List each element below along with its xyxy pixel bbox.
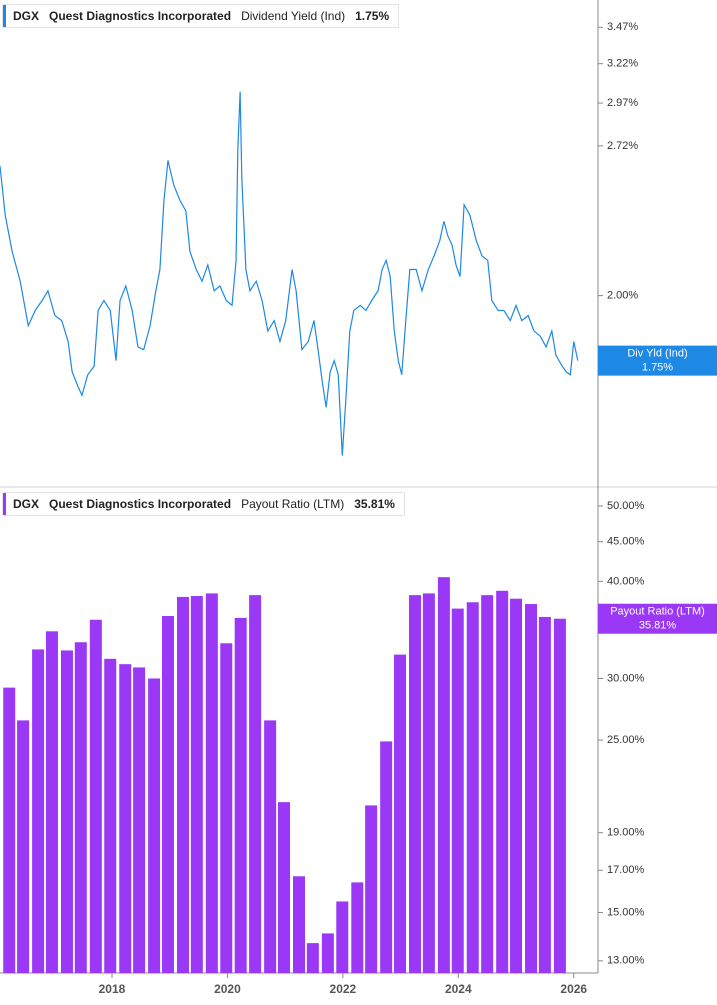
bar: [74, 642, 87, 973]
y-tick-label: 40.00%: [607, 575, 645, 587]
last-value-label: 35.81%: [639, 620, 677, 632]
header: DGX Quest Diagnostics Incorporated Payou…: [2, 492, 405, 516]
x-tick-label: 2024: [445, 982, 472, 996]
bar: [190, 596, 203, 973]
metric: Dividend Yield (Ind): [241, 9, 346, 23]
bar: [496, 590, 509, 973]
bar: [422, 593, 435, 973]
bar: [119, 664, 132, 973]
bar: [234, 617, 247, 973]
metric: Payout Ratio (LTM): [241, 497, 345, 511]
bar: [60, 650, 73, 973]
bar: [249, 595, 262, 973]
bar: [176, 596, 189, 973]
bar: [45, 631, 58, 973]
bar: [365, 805, 378, 973]
bar: [409, 595, 422, 973]
bar: [133, 667, 146, 973]
bar: [321, 933, 334, 973]
bar: [336, 901, 349, 973]
bar: [104, 658, 117, 973]
bar: [351, 882, 364, 973]
ticker: DGX: [13, 9, 40, 23]
bar: [553, 618, 566, 973]
x-tick-label: 2026: [560, 982, 587, 996]
bar: [510, 598, 523, 973]
bar: [466, 602, 479, 973]
bar: [277, 802, 290, 973]
bar: [264, 720, 277, 973]
last-value: 35.81%: [354, 497, 395, 511]
bar: [17, 720, 30, 973]
bar: [161, 616, 174, 973]
ticker: DGX: [13, 497, 40, 511]
y-tick-label: 45.00%: [607, 536, 645, 548]
header-strip: [3, 5, 6, 27]
company: Quest Diagnostics Incorporated: [49, 497, 232, 511]
header-strip: [3, 493, 6, 515]
y-tick-label: 3.22%: [607, 58, 638, 70]
y-tick-label: 25.00%: [607, 734, 645, 746]
y-tick-label: 30.00%: [607, 672, 645, 684]
last-value-name: Div Yld (Ind): [627, 348, 687, 360]
bar: [538, 616, 551, 973]
bar: [394, 654, 407, 973]
bar: [205, 593, 218, 973]
last-value-box: [598, 345, 717, 376]
y-tick-label: 3.47%: [607, 21, 638, 33]
bar: [148, 678, 161, 973]
bar: [306, 943, 319, 973]
bar: [437, 577, 450, 973]
y-tick-label: 15.00%: [607, 906, 645, 918]
plot-area: [0, 91, 579, 456]
y-tick-label: 50.00%: [607, 500, 645, 512]
bar: [481, 595, 494, 973]
bar: [380, 741, 393, 973]
last-value-label: 1.75%: [642, 362, 673, 374]
last-value-box: [598, 603, 717, 634]
bar: [525, 604, 538, 973]
y-tick-label: 2.00%: [607, 290, 638, 302]
last-value: 1.75%: [355, 9, 390, 23]
bar: [293, 876, 305, 973]
y-tick-label: 17.00%: [607, 864, 645, 876]
x-tick-label: 2020: [214, 982, 241, 996]
company: Quest Diagnostics Incorporated: [49, 9, 232, 23]
x-tick-label: 2018: [99, 982, 126, 996]
plot-area: [3, 577, 566, 973]
bar: [3, 687, 16, 973]
y-tick-label: 2.97%: [607, 97, 638, 109]
bar: [89, 619, 102, 973]
last-value-name: Payout Ratio (LTM): [610, 606, 705, 618]
line: [0, 91, 579, 456]
bar: [451, 608, 464, 973]
header: DGX Quest Diagnostics Incorporated Divid…: [2, 4, 400, 28]
y-tick-label: 19.00%: [607, 827, 645, 839]
y-tick-label: 2.72%: [607, 140, 638, 152]
bar: [220, 643, 233, 973]
bar: [32, 649, 45, 973]
x-tick-label: 2022: [330, 982, 357, 996]
y-tick-label: 13.00%: [607, 955, 645, 967]
